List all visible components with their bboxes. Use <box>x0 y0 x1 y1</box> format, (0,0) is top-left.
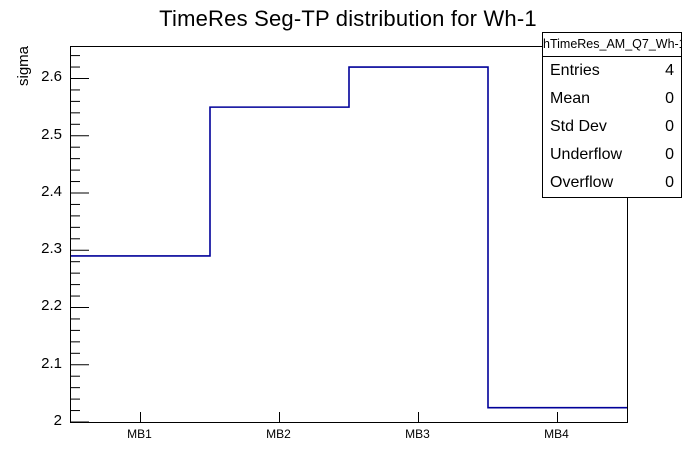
stats-row-stddev: Std Dev 0 <box>543 113 681 141</box>
stats-rows: Entries 4 Mean 0 Std Dev 0 Underflow 0 O… <box>543 57 681 197</box>
y-tick-label: 2.4 <box>41 182 62 200</box>
chart-title: TimeRes Seg-TP distribution for Wh-1 <box>159 6 537 31</box>
stats-row-overflow: Overflow 0 <box>543 169 681 197</box>
stats-box-title: hTimeRes_AM_Q7_Wh-1 <box>543 33 681 57</box>
x-tick-label: MB3 <box>405 427 430 441</box>
y-tick-label: 2.5 <box>41 125 62 143</box>
histogram-step-line <box>71 66 627 409</box>
stats-label: Underflow <box>550 146 623 163</box>
x-tick-label: MB4 <box>544 427 569 441</box>
x-tick-label: MB2 <box>266 427 291 441</box>
y-tick-label: 2.2 <box>41 297 62 315</box>
stats-value: 0 <box>665 146 674 163</box>
y-tick-label: 2.1 <box>41 354 62 372</box>
stats-row-entries: Entries 4 <box>543 57 681 85</box>
stats-row-underflow: Underflow 0 <box>543 141 681 169</box>
y-tick-label: 2.3 <box>41 240 62 258</box>
y-tick-label: 2 <box>53 412 62 429</box>
x-tick-label: MB1 <box>127 427 152 441</box>
stats-value: 0 <box>665 118 674 135</box>
stats-box: hTimeRes_AM_Q7_Wh-1 Entries 4 Mean 0 Std… <box>542 32 682 198</box>
stats-value: 0 <box>665 174 674 191</box>
stats-value: 4 <box>665 62 674 79</box>
stats-value: 0 <box>665 90 674 107</box>
stats-row-mean: Mean 0 <box>543 85 681 113</box>
y-tick-label: 2.6 <box>41 68 62 86</box>
stats-label: Entries <box>550 62 600 79</box>
stats-label: Mean <box>550 90 591 107</box>
histogram-plot <box>71 55 627 422</box>
stats-label: Overflow <box>550 174 614 191</box>
stats-label: Std Dev <box>550 118 607 135</box>
plot-frame <box>70 46 628 423</box>
